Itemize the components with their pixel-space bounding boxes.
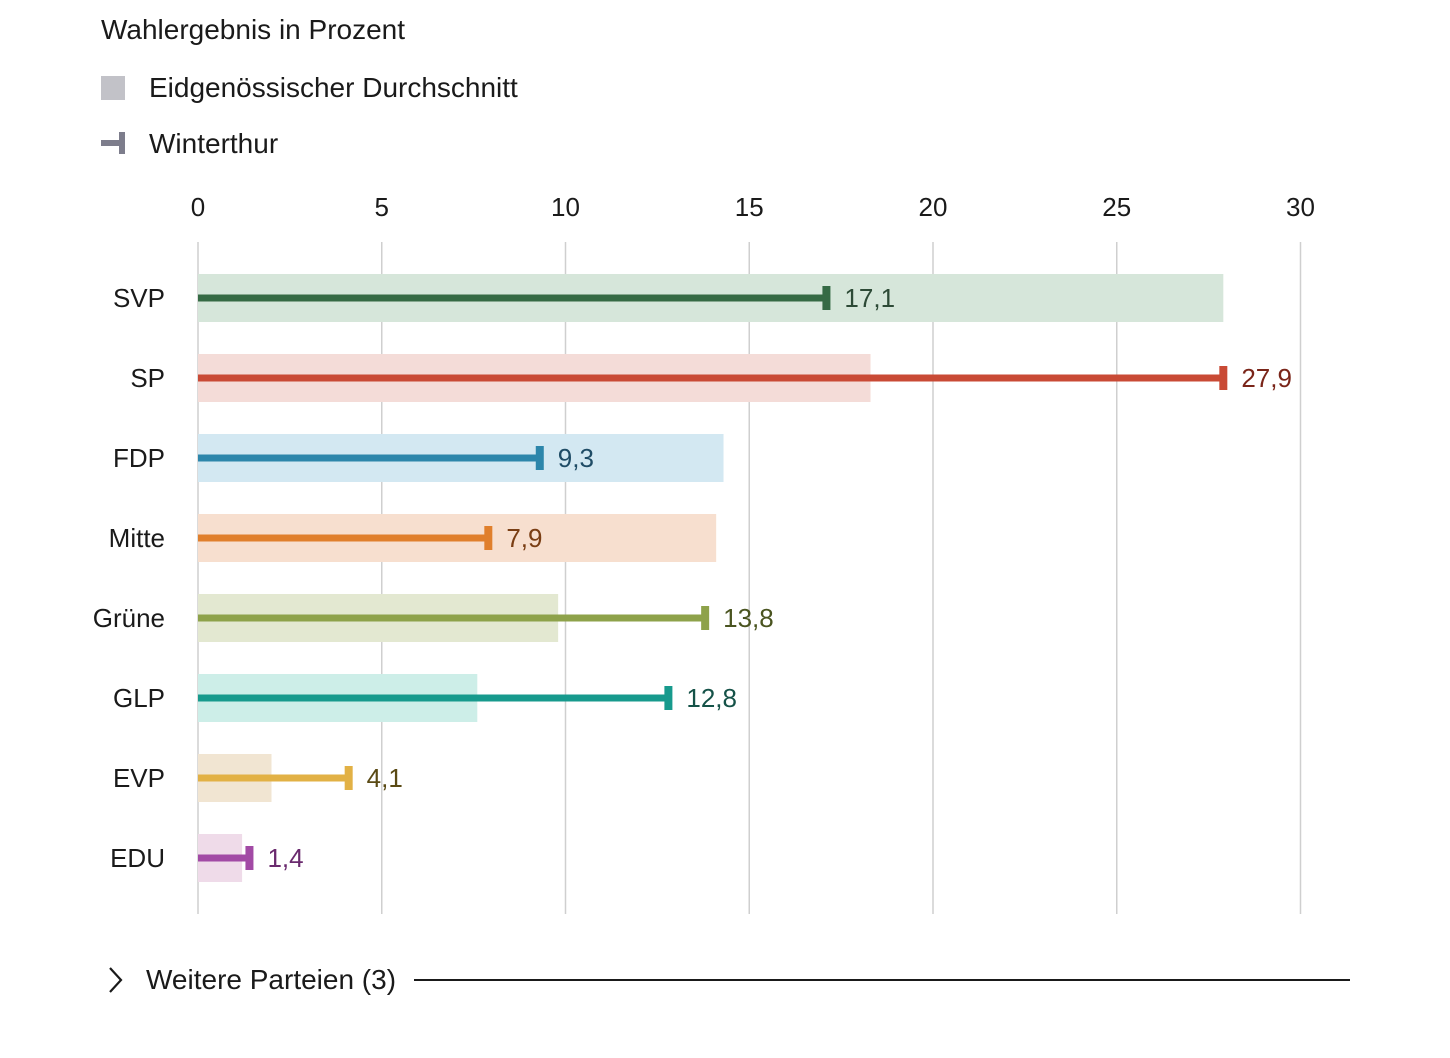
bar-chart: 0 5 10 15 20 25 30 SVP 17,1 SP 27,9 FDP 9,3 Mitte 7,9 G…	[93, 192, 1315, 914]
value-label: 4,1	[367, 763, 403, 793]
legend-local-swatch	[101, 132, 125, 156]
x-tick-label: 30	[1286, 192, 1315, 222]
legend-national-label: Eidgenössischer Durchschnitt	[149, 72, 518, 103]
more-parties-label: Weitere Parteien (3)	[146, 964, 397, 995]
winterthur-end-tick	[245, 846, 254, 870]
divider-line	[414, 979, 1350, 981]
x-tick-label: 15	[735, 192, 764, 222]
category-label: FDP	[113, 443, 165, 473]
chart-title: Wahlergebnis in Prozent	[101, 14, 406, 45]
legend-national: Eidgenössischer Durchschnitt	[101, 70, 518, 106]
category-label: EVP	[113, 763, 165, 793]
category-label: Grüne	[93, 603, 165, 633]
winterthur-line	[198, 854, 250, 862]
winterthur-line	[198, 294, 827, 302]
winterthur-line	[198, 774, 349, 782]
x-tick-label: 5	[375, 192, 389, 222]
winterthur-end-tick	[664, 686, 673, 710]
legend-local: Winterthur	[101, 126, 278, 162]
category-label: GLP	[113, 683, 165, 713]
value-label: 17,1	[844, 283, 895, 313]
x-tick-label: 20	[919, 192, 948, 222]
value-label: 13,8	[723, 603, 774, 633]
winterthur-line	[198, 454, 540, 462]
legend-local-label: Winterthur	[149, 128, 279, 159]
winterthur-end-tick	[1219, 366, 1228, 390]
x-tick-label: 25	[1102, 192, 1131, 222]
value-label: 12,8	[686, 683, 737, 713]
category-label: Mitte	[109, 523, 165, 553]
value-label: 9,3	[558, 443, 594, 473]
category-label: EDU	[110, 843, 165, 873]
more-parties-toggle[interactable]: Weitere Parteien (3)	[100, 958, 1350, 1002]
winterthur-end-tick	[344, 766, 353, 790]
winterthur-line	[198, 374, 1224, 382]
winterthur-end-tick	[484, 526, 493, 550]
x-tick-label: 0	[191, 192, 205, 222]
x-tick-label: 10	[551, 192, 580, 222]
winterthur-line	[198, 694, 669, 702]
winterthur-end-tick	[535, 446, 544, 470]
chevron-right-icon	[100, 965, 130, 995]
value-label: 7,9	[506, 523, 542, 553]
value-label: 1,4	[267, 843, 303, 873]
winterthur-end-tick	[822, 286, 831, 310]
winterthur-line	[198, 614, 706, 622]
value-label: 27,9	[1241, 363, 1292, 393]
winterthur-end-tick	[701, 606, 710, 630]
category-label: SP	[130, 363, 165, 393]
category-label: SVP	[113, 283, 165, 313]
legend-national-swatch	[101, 76, 125, 100]
winterthur-line	[198, 534, 489, 542]
